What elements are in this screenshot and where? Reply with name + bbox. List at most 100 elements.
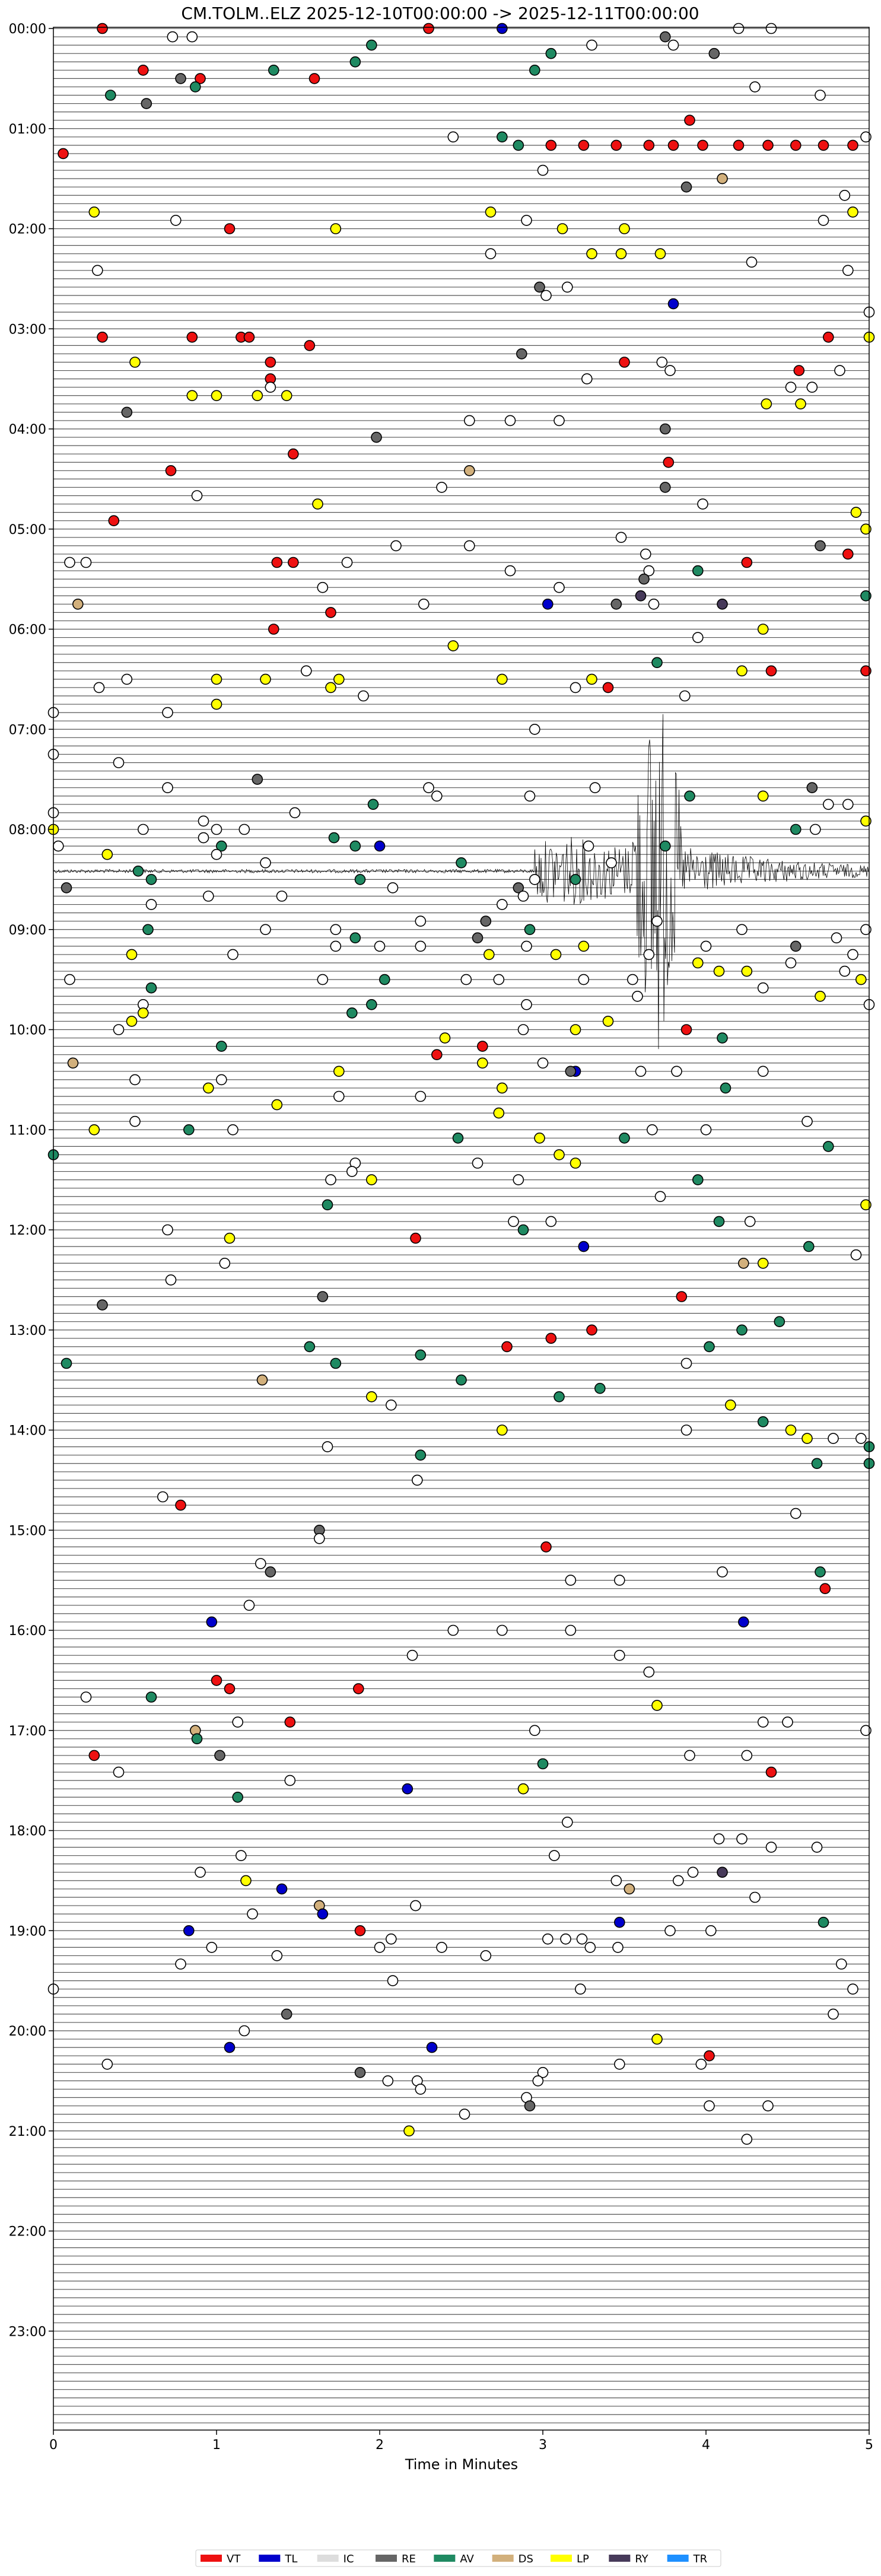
event-marker-re bbox=[61, 882, 72, 893]
x-tick-label: 0 bbox=[49, 2438, 58, 2453]
legend-swatch-re bbox=[376, 2555, 397, 2562]
event-marker-ic bbox=[406, 1649, 418, 1661]
legend-swatch-ry bbox=[609, 2555, 631, 2562]
event-marker-lp bbox=[211, 390, 222, 402]
event-marker-ic bbox=[513, 1174, 524, 1185]
event-marker-ic bbox=[129, 1115, 141, 1127]
event-marker-av bbox=[692, 565, 704, 577]
event-marker-re bbox=[638, 573, 650, 585]
event-marker-lp bbox=[578, 940, 590, 952]
event-marker-ic bbox=[635, 1066, 647, 1077]
event-marker-ic bbox=[717, 1566, 728, 1578]
event-marker-tl bbox=[224, 2041, 236, 2053]
event-marker-re bbox=[480, 915, 492, 927]
event-marker-ic bbox=[260, 857, 271, 869]
event-marker-ic bbox=[521, 215, 532, 226]
event-marker-ic bbox=[561, 1817, 573, 1828]
event-marker-vt bbox=[818, 139, 829, 151]
event-marker-av bbox=[379, 974, 390, 985]
event-marker-re bbox=[97, 1299, 108, 1311]
event-marker-ic bbox=[762, 2100, 774, 2111]
event-marker-ic bbox=[741, 2133, 753, 2145]
legend-swatch-tl bbox=[259, 2555, 281, 2562]
event-marker-vt bbox=[304, 340, 316, 351]
event-marker-lp bbox=[325, 682, 336, 694]
event-marker-ic bbox=[818, 215, 829, 226]
event-marker-ic bbox=[496, 1624, 508, 1636]
event-marker-ry bbox=[635, 590, 647, 602]
x-axis-label: Time in Minutes bbox=[405, 2456, 518, 2473]
event-marker-av bbox=[823, 1141, 834, 1152]
event-marker-vt bbox=[790, 139, 802, 151]
event-marker-lp bbox=[713, 965, 725, 977]
event-marker-ds bbox=[717, 173, 728, 185]
event-marker-vt bbox=[224, 223, 236, 234]
event-marker-lp bbox=[365, 1174, 377, 1185]
event-marker-lp bbox=[815, 991, 826, 1002]
event-marker-ic bbox=[640, 548, 651, 560]
event-marker-ic bbox=[692, 632, 704, 643]
event-marker-lp bbox=[651, 1700, 663, 1711]
event-marker-ic bbox=[811, 1842, 823, 1853]
event-marker-ic bbox=[815, 90, 826, 101]
event-marker-ic bbox=[186, 31, 198, 43]
event-marker-ic bbox=[785, 381, 797, 393]
event-marker-vt bbox=[308, 73, 320, 84]
event-marker-ic bbox=[540, 290, 552, 301]
event-marker-av bbox=[496, 131, 508, 143]
event-marker-vt bbox=[610, 139, 622, 151]
event-marker-ic bbox=[697, 498, 708, 510]
event-marker-ic bbox=[680, 1357, 692, 1369]
event-marker-lp bbox=[757, 624, 769, 635]
event-marker-lp bbox=[860, 815, 872, 827]
trace-lines bbox=[53, 28, 869, 2424]
event-marker-lp bbox=[496, 1424, 508, 1436]
event-marker-ic bbox=[493, 974, 505, 985]
y-tick-label: 07:00 bbox=[9, 723, 46, 737]
event-marker-lp bbox=[312, 498, 323, 510]
event-marker-ic bbox=[524, 790, 536, 802]
event-marker-ic bbox=[472, 1157, 484, 1169]
y-tick-label: 10:00 bbox=[9, 1023, 46, 1038]
event-marker-tl bbox=[206, 1616, 218, 1628]
event-marker-ic bbox=[836, 1958, 847, 1970]
event-marker-ic bbox=[80, 556, 92, 568]
event-marker-ic bbox=[463, 415, 475, 427]
event-marker-vt bbox=[704, 2050, 715, 2062]
event-marker-ic bbox=[374, 1942, 386, 1953]
event-marker-ic bbox=[521, 999, 532, 1010]
event-marker-ic bbox=[583, 840, 594, 852]
event-marker-ic bbox=[746, 256, 758, 268]
event-marker-av bbox=[860, 590, 872, 602]
event-marker-tl bbox=[578, 1241, 590, 1252]
event-marker-re bbox=[354, 2067, 366, 2078]
event-marker-ic bbox=[537, 164, 549, 176]
event-marker-av bbox=[537, 1758, 549, 1770]
event-marker-lp bbox=[550, 949, 562, 961]
event-marker-ic bbox=[121, 673, 133, 685]
event-marker-re bbox=[708, 47, 720, 59]
event-marker-re bbox=[534, 281, 545, 293]
event-marker-av bbox=[517, 1224, 529, 1236]
event-marker-ic bbox=[606, 857, 617, 869]
event-marker-vt bbox=[602, 682, 614, 694]
event-marker-ic bbox=[145, 899, 157, 910]
y-tick-label: 09:00 bbox=[9, 923, 46, 938]
legend-label-ic: IC bbox=[344, 2553, 354, 2565]
event-marker-ic bbox=[415, 940, 427, 952]
event-marker-av bbox=[346, 1007, 358, 1019]
event-marker-ic bbox=[64, 974, 75, 985]
x-tick-label: 5 bbox=[865, 2438, 873, 2453]
event-marker-ic bbox=[346, 1166, 358, 1177]
event-marker-ic bbox=[648, 598, 660, 610]
event-marker-ic bbox=[101, 2059, 113, 2070]
event-marker-ic bbox=[529, 874, 540, 885]
event-marker-av bbox=[736, 1324, 748, 1336]
event-marker-ic bbox=[93, 682, 105, 694]
y-tick-label: 08:00 bbox=[9, 823, 46, 838]
event-marker-lp bbox=[692, 957, 704, 969]
event-marker-ic bbox=[654, 1191, 666, 1203]
event-marker-vt bbox=[284, 1716, 296, 1728]
event-marker-vt bbox=[287, 448, 299, 460]
